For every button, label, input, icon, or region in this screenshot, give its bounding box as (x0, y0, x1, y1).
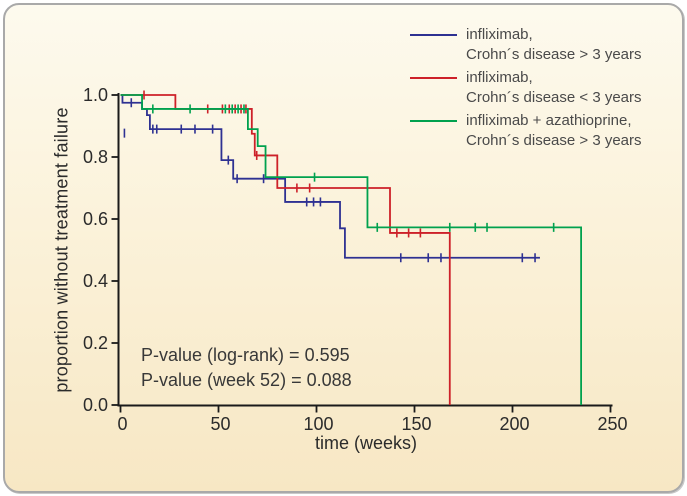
legend-label: infliximab, Crohn´s disease > 3 years (466, 26, 642, 63)
legend-line-sample-blue (410, 34, 457, 36)
x-tick-label: 100 (303, 414, 333, 434)
legend: infliximab, Crohn´s disease > 3 years in… (410, 25, 642, 154)
legend-label: infliximab, Crohn´s disease < 3 years (466, 69, 642, 106)
legend-item-infliximab-azathioprine-gt3y: infliximab + azathioprine, Crohn´s disea… (410, 111, 642, 151)
legend-line-sample-red (410, 77, 457, 79)
km-plot-canvas: 1.0 0.8 0.6 0.4 0.2 0.0 0 50 100 150 200 250 (83, 85, 628, 434)
legend-item-infliximab-gt3y: infliximab, Crohn´s disease > 3 years (410, 25, 642, 65)
km-curve-2 (120, 94, 582, 405)
legend-line-sample-green (410, 120, 457, 122)
pvalue-annotation: P-value (log-rank) = 0.595 P-value (week… (141, 343, 352, 393)
y-tick-label: 0.2 (83, 333, 108, 353)
pvalue-logrank: P-value (log-rank) = 0.595 (141, 345, 350, 365)
y-tick-label: 0.4 (83, 271, 108, 291)
x-tick-label: 0 (117, 414, 127, 434)
legend-item-infliximab-lt3y: infliximab, Crohn´s disease < 3 years (410, 68, 642, 108)
y-axis-title: proportion without treatment failure (51, 107, 72, 393)
y-tick-label: 0.6 (83, 209, 108, 229)
pvalue-week52: P-value (week 52) = 0.088 (141, 370, 352, 390)
y-tick-label: 0.0 (83, 395, 108, 415)
y-tick-label: 1.0 (83, 85, 108, 105)
x-axis-title: time (weeks) (314, 433, 417, 453)
x-tick-label: 250 (597, 414, 627, 434)
x-tick-label: 50 (210, 414, 230, 434)
x-tick-label: 150 (401, 414, 431, 434)
legend-label: infliximab + azathioprine, Crohn´s disea… (466, 112, 642, 149)
x-tick-label: 200 (499, 414, 529, 434)
y-tick-label: 0.8 (83, 147, 108, 167)
figure-panel: 1.0 0.8 0.6 0.4 0.2 0.0 0 50 100 150 200 250 propor… (3, 3, 684, 493)
